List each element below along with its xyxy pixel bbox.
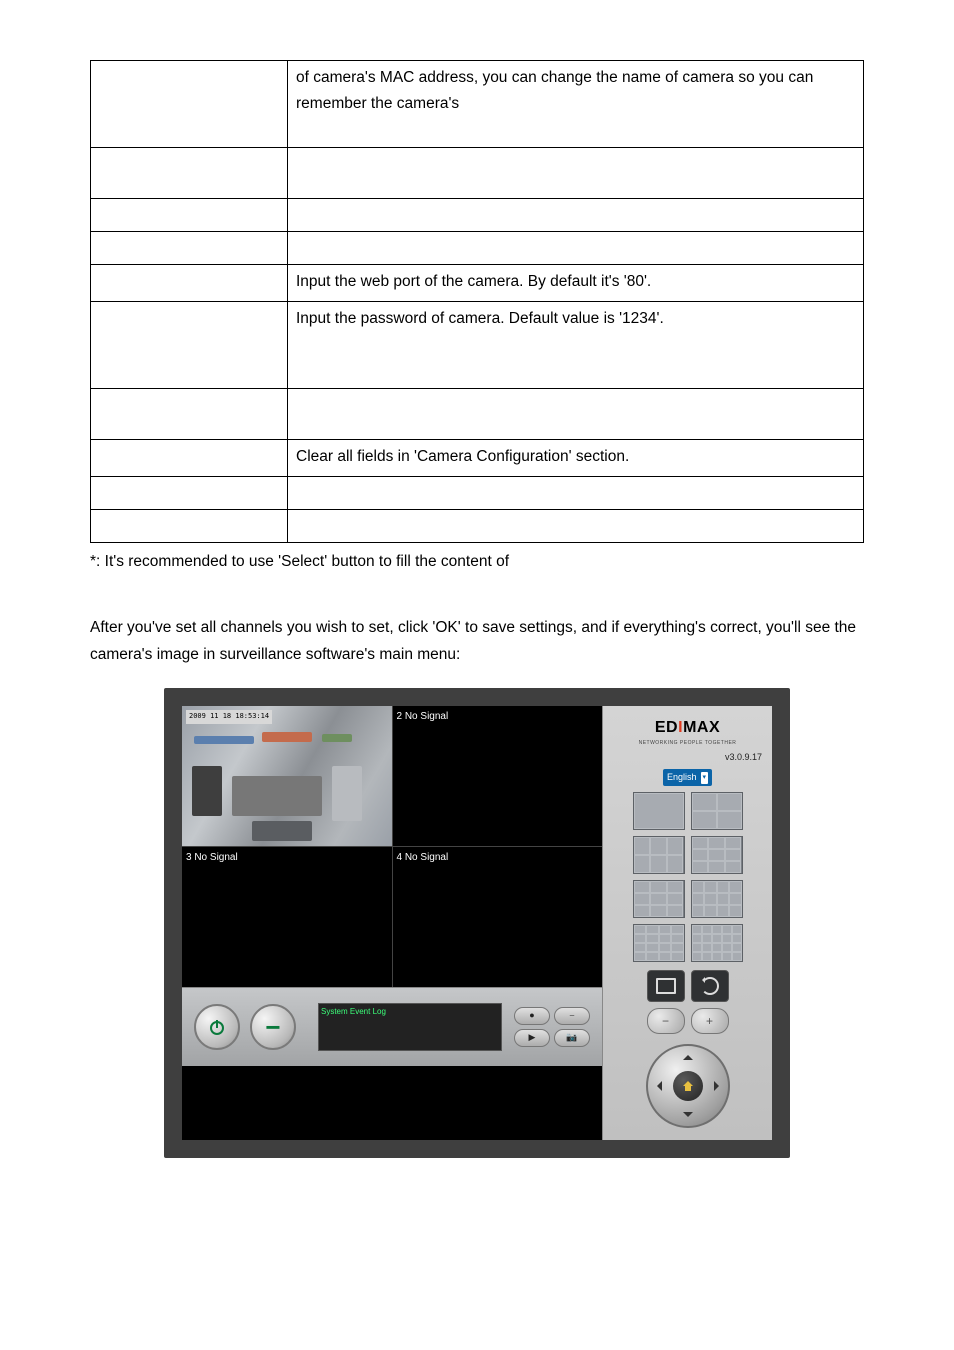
table-cell-right: Input the password of camera. Default va… (288, 302, 864, 389)
layout-option[interactable] (691, 792, 743, 830)
table-row (91, 510, 864, 543)
ptz-up-icon (683, 1050, 693, 1060)
table-cell-left (91, 199, 288, 232)
logo-subtitle: NETWORKING PEOPLE TOGETHER (639, 739, 737, 748)
table-cell-left (91, 265, 288, 302)
mini-btn-stop[interactable]: ⎯ (554, 1007, 590, 1025)
fullscreen-button[interactable] (647, 970, 685, 1002)
table-cell-right (288, 232, 864, 265)
table-row (91, 199, 864, 232)
minimize-button[interactable]: − (250, 1004, 296, 1050)
mini-btn-snapshot[interactable]: 📷 (554, 1029, 590, 1047)
surveillance-screenshot: 2009 11 18 18:53:14 2 No Signal 3 No Sig… (164, 688, 790, 1158)
table-cell-right (288, 148, 864, 199)
instruction-paragraph: After you've set all channels you wish t… (90, 615, 864, 668)
fullscreen-icon (656, 978, 676, 994)
table-cell-left (91, 61, 288, 148)
table-cell-left (91, 148, 288, 199)
chevron-down-icon: ▾ (701, 772, 709, 784)
refresh-icon (701, 977, 719, 995)
video-cell-2[interactable]: 2 No Signal (393, 706, 603, 846)
zoom-in-button[interactable]: + (691, 1008, 729, 1034)
event-log-panel: System Event Log (318, 1003, 502, 1051)
bottom-bar: − System Event Log ● ⎯ ▶ 📷 (182, 987, 602, 1066)
table-cell-right (288, 389, 864, 440)
side-panel: EDIMAX NETWORKING PEOPLE TOGETHER v3.0.9… (602, 706, 772, 1140)
video-cell-4[interactable]: 4 No Signal (393, 847, 603, 987)
table-row: of camera's MAC address, you can change … (91, 61, 864, 148)
mini-btn-play[interactable]: ▶ (514, 1029, 550, 1047)
table-cell-right (288, 510, 864, 543)
ptz-right-icon (714, 1081, 724, 1091)
config-table: of camera's MAC address, you can change … (90, 60, 864, 543)
table-cell-right: Clear all fields in 'Camera Configuratio… (288, 440, 864, 477)
cell4-label: 4 No Signal (397, 849, 449, 866)
table-cell-right (288, 477, 864, 510)
cell2-label: 2 No Signal (397, 708, 449, 725)
table-cell-left (91, 302, 288, 389)
layout-option[interactable] (633, 792, 685, 830)
mini-btn-record[interactable]: ● (514, 1007, 550, 1025)
zoom-out-button[interactable]: − (647, 1008, 685, 1034)
language-label: English (667, 770, 697, 785)
cell3-label: 3 No Signal (186, 849, 238, 866)
table-row: Clear all fields in 'Camera Configuratio… (91, 440, 864, 477)
layout-option[interactable] (691, 836, 743, 874)
table-cell-left (91, 389, 288, 440)
table-cell-right: Input the web port of the camera. By def… (288, 265, 864, 302)
table-row: Input the password of camera. Default va… (91, 302, 864, 389)
video-area: 2009 11 18 18:53:14 2 No Signal 3 No Sig… (182, 706, 602, 1140)
table-cell-right: of camera's MAC address, you can change … (288, 61, 864, 148)
layout-option[interactable] (633, 924, 685, 962)
table-cell-right (288, 199, 864, 232)
layout-option[interactable] (691, 880, 743, 918)
video-cell-3[interactable]: 3 No Signal (182, 847, 392, 987)
table-row (91, 477, 864, 510)
layout-option[interactable] (633, 836, 685, 874)
mini-buttons: ● ⎯ ▶ 📷 (514, 1007, 590, 1047)
table-cell-left (91, 510, 288, 543)
video-cell-1[interactable]: 2009 11 18 18:53:14 (182, 706, 392, 846)
ptz-down-icon (683, 1112, 693, 1122)
language-selector[interactable]: English ▾ (663, 769, 712, 786)
version-label: v3.0.9.17 (613, 750, 762, 765)
table-cell-left (91, 440, 288, 477)
power-button[interactable] (194, 1004, 240, 1050)
ptz-home-button[interactable] (673, 1071, 703, 1101)
layout-option[interactable] (691, 924, 743, 962)
table-row: Input the web port of the camera. By def… (91, 265, 864, 302)
table-row (91, 232, 864, 265)
event-log-title: System Event Log (321, 1005, 386, 1019)
table-cell-left (91, 477, 288, 510)
layout-grid (633, 792, 743, 962)
ptz-control[interactable] (646, 1044, 730, 1128)
table-row (91, 389, 864, 440)
table-row (91, 148, 864, 199)
refresh-button[interactable] (691, 970, 729, 1002)
home-icon (681, 1079, 695, 1093)
ptz-left-icon (652, 1081, 662, 1091)
table-cell-left (91, 232, 288, 265)
cell1-timestamp: 2009 11 18 18:53:14 (186, 710, 272, 724)
layout-option[interactable] (633, 880, 685, 918)
footnote: *: It's recommended to use 'Select' butt… (90, 549, 864, 575)
edimax-logo: EDIMAX (655, 714, 720, 741)
